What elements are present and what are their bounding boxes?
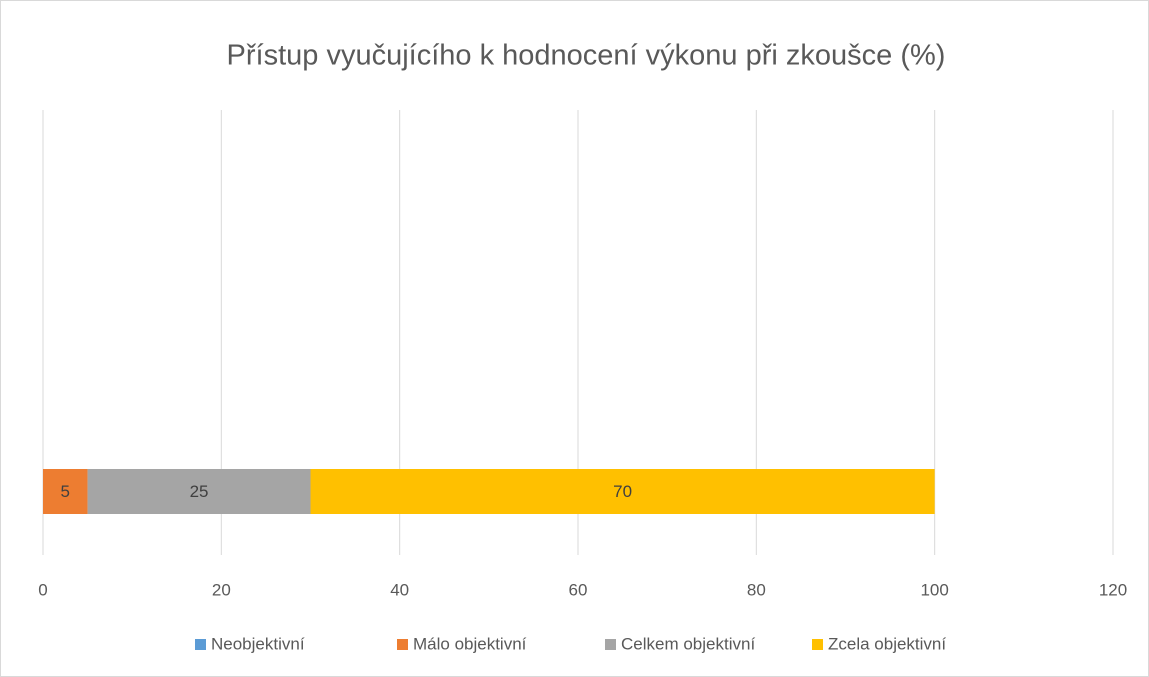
legend-swatch [812, 639, 823, 650]
data-label: 70 [613, 482, 632, 501]
legend-swatch [605, 639, 616, 650]
x-tick-label: 40 [390, 580, 409, 599]
x-tick-label: 20 [212, 580, 231, 599]
bar-segment [87, 469, 311, 514]
data-label: 5 [61, 482, 70, 501]
x-tick-label: 80 [747, 580, 766, 599]
data-label: 25 [190, 482, 209, 501]
legend-label: Málo objektivní [413, 634, 527, 653]
legend-label: Celkem objektivní [621, 634, 755, 653]
x-tick-label: 100 [920, 580, 948, 599]
bar-segment [310, 469, 935, 514]
bar-segment [43, 469, 88, 514]
legend-label: Neobjektivní [211, 634, 305, 653]
legend-label: Zcela objektivní [828, 634, 946, 653]
x-tick-label: 120 [1099, 580, 1127, 599]
chart-title: Přístup vyučujícího k hodnocení výkonu p… [227, 40, 946, 72]
x-tick-label: 60 [569, 580, 588, 599]
legend-swatch [397, 639, 408, 650]
x-tick-label: 0 [38, 580, 47, 599]
legend-swatch [195, 639, 206, 650]
